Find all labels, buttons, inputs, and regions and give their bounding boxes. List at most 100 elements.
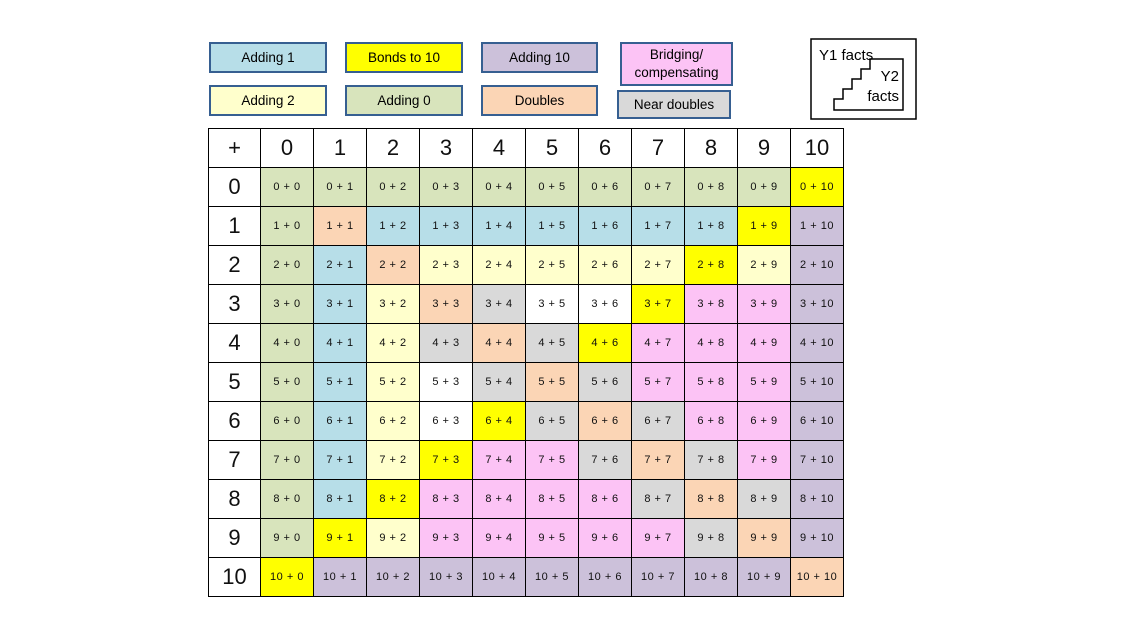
fact-cell-9-8: 9 + 8 [684, 518, 738, 558]
row-header-4: 4 [208, 323, 261, 363]
fact-cell-7-6: 7 + 6 [578, 440, 632, 480]
fact-cell-7-9: 7 + 9 [737, 440, 791, 480]
fact-cell-7-7: 7 + 7 [631, 440, 685, 480]
fact-cell-5-2: 5 + 2 [366, 362, 420, 402]
fact-cell-9-6: 9 + 6 [578, 518, 632, 558]
fact-cell-6-10: 6 + 10 [790, 401, 844, 441]
legend-label: Adding 2 [241, 92, 295, 108]
fact-cell-6-7: 6 + 7 [631, 401, 685, 441]
fact-cell-3-4: 3 + 4 [472, 284, 526, 324]
fact-cell-3-7: 3 + 7 [631, 284, 685, 324]
legend-item-adding-0: Adding 0 [345, 85, 463, 116]
staircase-outline [833, 58, 904, 111]
row-header-9: 9 [208, 518, 261, 558]
fact-cell-4-8: 4 + 8 [684, 323, 738, 363]
fact-cell-9-5: 9 + 5 [525, 518, 579, 558]
fact-cell-10-1: 10 + 1 [313, 557, 367, 597]
fact-cell-5-3: 5 + 3 [419, 362, 473, 402]
fact-cell-2-6: 2 + 6 [578, 245, 632, 285]
col-header-5: 5 [525, 128, 579, 168]
fact-cell-10-10: 10 + 10 [790, 557, 844, 597]
fact-cell-7-5: 7 + 5 [525, 440, 579, 480]
fact-cell-10-3: 10 + 3 [419, 557, 473, 597]
row-header-10: 10 [208, 557, 261, 597]
fact-cell-1-9: 1 + 9 [737, 206, 791, 246]
col-header-4: 4 [472, 128, 526, 168]
fact-cell-0-9: 0 + 9 [737, 167, 791, 207]
legend-label: Doubles [514, 92, 565, 108]
fact-cell-6-5: 6 + 5 [525, 401, 579, 441]
fact-cell-10-8: 10 + 8 [684, 557, 738, 597]
fact-cell-5-0: 5 + 0 [260, 362, 314, 402]
legend-label: Bonds to 10 [367, 49, 441, 65]
fact-cell-3-1: 3 + 1 [313, 284, 367, 324]
fact-cell-0-3: 0 + 3 [419, 167, 473, 207]
fact-cell-6-8: 6 + 8 [684, 401, 738, 441]
fact-cell-2-4: 2 + 4 [472, 245, 526, 285]
fact-cell-0-6: 0 + 6 [578, 167, 632, 207]
fact-cell-0-7: 0 + 7 [631, 167, 685, 207]
y1-y2-key: Y1 facts Y2 facts [810, 38, 917, 125]
fact-cell-3-5: 3 + 5 [525, 284, 579, 324]
fact-cell-6-4: 6 + 4 [472, 401, 526, 441]
fact-cell-8-3: 8 + 3 [419, 479, 473, 519]
fact-cell-4-0: 4 + 0 [260, 323, 314, 363]
fact-cell-5-8: 5 + 8 [684, 362, 738, 402]
fact-cell-10-6: 10 + 6 [578, 557, 632, 597]
fact-cell-2-10: 2 + 10 [790, 245, 844, 285]
fact-cell-5-9: 5 + 9 [737, 362, 791, 402]
fact-cell-2-2: 2 + 2 [366, 245, 420, 285]
fact-cell-10-7: 10 + 7 [631, 557, 685, 597]
corner-plus-cell: + [208, 128, 261, 168]
legend-label: Adding 1 [241, 49, 295, 65]
fact-cell-1-6: 1 + 6 [578, 206, 632, 246]
col-header-10: 10 [790, 128, 844, 168]
fact-cell-6-1: 6 + 1 [313, 401, 367, 441]
fact-cell-4-5: 4 + 5 [525, 323, 579, 363]
y2-label-line1: Y2 [881, 68, 899, 85]
fact-cell-8-5: 8 + 5 [525, 479, 579, 519]
fact-cell-3-3: 3 + 3 [419, 284, 473, 324]
fact-cell-2-5: 2 + 5 [525, 245, 579, 285]
row-header-0: 0 [208, 167, 261, 207]
fact-cell-1-8: 1 + 8 [684, 206, 738, 246]
legend-item-near-doubles: Near doubles [617, 90, 731, 119]
fact-cell-9-2: 9 + 2 [366, 518, 420, 558]
fact-cell-4-7: 4 + 7 [631, 323, 685, 363]
fact-cell-2-1: 2 + 1 [313, 245, 367, 285]
fact-cell-6-9: 6 + 9 [737, 401, 791, 441]
fact-cell-8-9: 8 + 9 [737, 479, 791, 519]
fact-cell-8-7: 8 + 7 [631, 479, 685, 519]
legend-label: Adding 0 [377, 92, 431, 108]
fact-cell-5-1: 5 + 1 [313, 362, 367, 402]
fact-cell-1-3: 1 + 3 [419, 206, 473, 246]
y1-facts-label: Y1 facts [819, 47, 873, 64]
legend-item-adding-10: Adding 10 [481, 42, 598, 73]
fact-cell-2-9: 2 + 9 [737, 245, 791, 285]
fact-cell-9-3: 9 + 3 [419, 518, 473, 558]
fact-cell-1-1: 1 + 1 [313, 206, 367, 246]
col-header-2: 2 [366, 128, 420, 168]
legend-item-adding-2: Adding 2 [209, 85, 327, 116]
legend-item-adding-1: Adding 1 [209, 42, 327, 73]
fact-cell-0-5: 0 + 5 [525, 167, 579, 207]
fact-cell-8-6: 8 + 6 [578, 479, 632, 519]
fact-cell-10-4: 10 + 4 [472, 557, 526, 597]
col-header-3: 3 [419, 128, 473, 168]
fact-cell-9-9: 9 + 9 [737, 518, 791, 558]
fact-cell-0-8: 0 + 8 [684, 167, 738, 207]
fact-cell-5-7: 5 + 7 [631, 362, 685, 402]
fact-cell-1-10: 1 + 10 [790, 206, 844, 246]
fact-cell-7-10: 7 + 10 [790, 440, 844, 480]
row-header-2: 2 [208, 245, 261, 285]
fact-cell-9-7: 9 + 7 [631, 518, 685, 558]
fact-cell-2-7: 2 + 7 [631, 245, 685, 285]
fact-cell-5-10: 5 + 10 [790, 362, 844, 402]
fact-cell-0-1: 0 + 1 [313, 167, 367, 207]
fact-cell-4-9: 4 + 9 [737, 323, 791, 363]
fact-cell-4-3: 4 + 3 [419, 323, 473, 363]
col-header-9: 9 [737, 128, 791, 168]
fact-cell-6-3: 6 + 3 [419, 401, 473, 441]
col-header-8: 8 [684, 128, 738, 168]
